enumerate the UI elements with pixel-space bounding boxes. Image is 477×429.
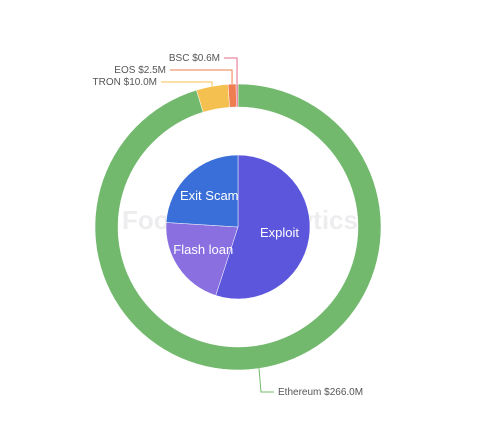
value-label: $2.5M [138, 65, 166, 76]
donut-segment [227, 83, 237, 108]
slice-label: Flash loan [173, 242, 233, 257]
segment-label: EOS $2.5M [114, 65, 166, 76]
leader-line [224, 57, 238, 85]
category-name: TRON [93, 77, 121, 88]
pie-slice [165, 154, 239, 228]
pie-slice [165, 222, 239, 296]
leader-line [161, 81, 213, 87]
category-name: BSC [169, 53, 190, 64]
leader-line [170, 69, 233, 85]
segment-label: TRON $10.0M [93, 77, 157, 88]
pie-slice [215, 154, 311, 300]
value-label: $266.0M [324, 387, 363, 398]
slice-label: Exploit [260, 225, 299, 240]
slice-label: Exit Scam [180, 188, 239, 203]
segment-label: Ethereum $266.0M [278, 387, 363, 398]
value-label: $10.0M [124, 77, 157, 88]
leader-line [258, 368, 274, 393]
category-name: Ethereum [278, 387, 321, 398]
donut-segment [235, 83, 239, 108]
donut-segment [94, 83, 382, 371]
value-label: $0.6M [192, 53, 220, 64]
category-name: EOS [114, 65, 135, 76]
segment-label: BSC $0.6M [169, 53, 220, 64]
